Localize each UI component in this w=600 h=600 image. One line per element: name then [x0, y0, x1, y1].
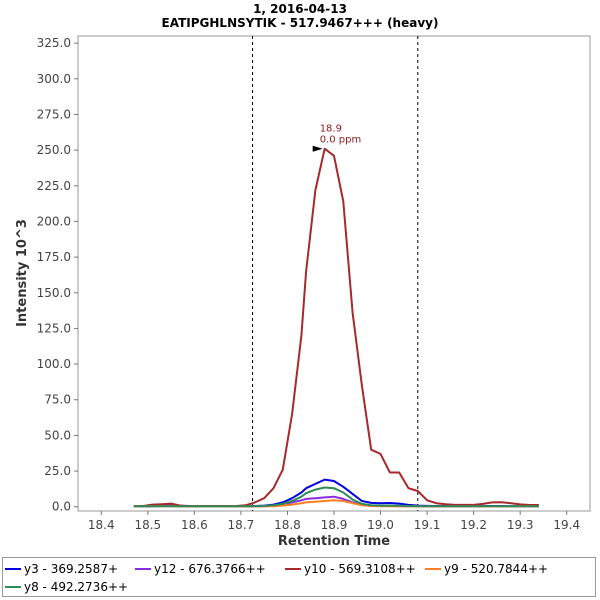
chart-title: 1, 2016-04-13	[253, 2, 347, 16]
legend-label: y8 - 492.2736++	[24, 580, 129, 594]
series-lines	[133, 147, 539, 508]
y-tick-label: 25.0	[44, 464, 71, 478]
plot-area	[77, 35, 591, 512]
x-tick-label: 19.0	[367, 518, 394, 532]
y-tick-label: 225.0	[37, 179, 71, 193]
x-tick-label: 19.4	[553, 518, 580, 532]
y-axis-ticks: 0.0 25.0 50.0 75.0 100.0 125.0 150.0 175.0 200.0…	[37, 36, 78, 514]
x-tick-label: 19.2	[460, 518, 487, 532]
x-tick-label: 18.6	[181, 518, 208, 532]
x-axis-label: Retention Time	[278, 534, 390, 549]
peak-ppm-label: 0.0 ppm	[320, 135, 362, 146]
x-axis-ticks: 18.4 18.5 18.6 18.7 18.8 18.9 19.0 19.1 19.2 19.3…	[88, 511, 580, 532]
series-line-y8	[133, 486, 539, 508]
legend-item: y8 - 492.2736++	[5, 578, 128, 596]
x-tick-label: 18.5	[134, 518, 161, 532]
y-tick-label: 250.0	[37, 143, 71, 157]
x-tick-label: 19.1	[414, 518, 441, 532]
x-tick-label: 18.4	[88, 518, 115, 532]
legend-label: y12 - 676.3766++	[154, 562, 266, 576]
y-tick-label: 275.0	[37, 107, 71, 121]
peak-marker-icon	[312, 145, 323, 152]
y-tick-label: 125.0	[37, 321, 71, 335]
y-tick-label: 100.0	[37, 357, 71, 371]
peak-annotation: 18.9 0.0 ppm	[312, 124, 362, 152]
legend-swatch	[5, 568, 21, 570]
legend-item: y10 - 569.3108++	[285, 560, 416, 578]
legend-label: y10 - 569.3108++	[304, 562, 416, 576]
legend-item: y12 - 676.3766++	[135, 560, 266, 578]
x-tick-label: 19.3	[507, 518, 534, 532]
y-tick-label: 150.0	[37, 286, 71, 300]
legend-item: y3 - 369.2587+	[5, 560, 118, 578]
legend-label: y3 - 369.2587+	[24, 562, 119, 576]
y-tick-label: 0.0	[52, 500, 71, 514]
legend-label: y9 - 520.7844++	[444, 562, 549, 576]
x-tick-label: 18.7	[228, 518, 255, 532]
y-tick-label: 325.0	[37, 36, 71, 50]
x-tick-label: 18.8	[274, 518, 301, 532]
y-axis-label: Intensity 10^3	[15, 219, 30, 327]
y-tick-label: 175.0	[37, 250, 71, 264]
legend-swatch	[135, 568, 151, 570]
peak-rt-label: 18.9	[320, 124, 342, 135]
y-tick-label: 75.0	[44, 393, 71, 407]
x-tick-label: 18.9	[321, 518, 348, 532]
integration-boundaries	[252, 36, 419, 511]
legend-swatch	[5, 586, 21, 588]
y-tick-label: 300.0	[37, 72, 71, 86]
y-tick-label: 50.0	[44, 428, 71, 442]
legend-swatch	[285, 568, 301, 570]
chart-subtitle: EATIPGHLNSYTIK - 517.9467+++ (heavy)	[162, 16, 439, 30]
legend-item: y9 - 520.7844++	[425, 560, 548, 578]
legend-swatch	[425, 568, 441, 570]
chart-legend: y3 - 369.2587+ y12 - 676.3766++ y10 - 569.…	[2, 557, 596, 597]
y-tick-label: 200.0	[37, 214, 71, 228]
